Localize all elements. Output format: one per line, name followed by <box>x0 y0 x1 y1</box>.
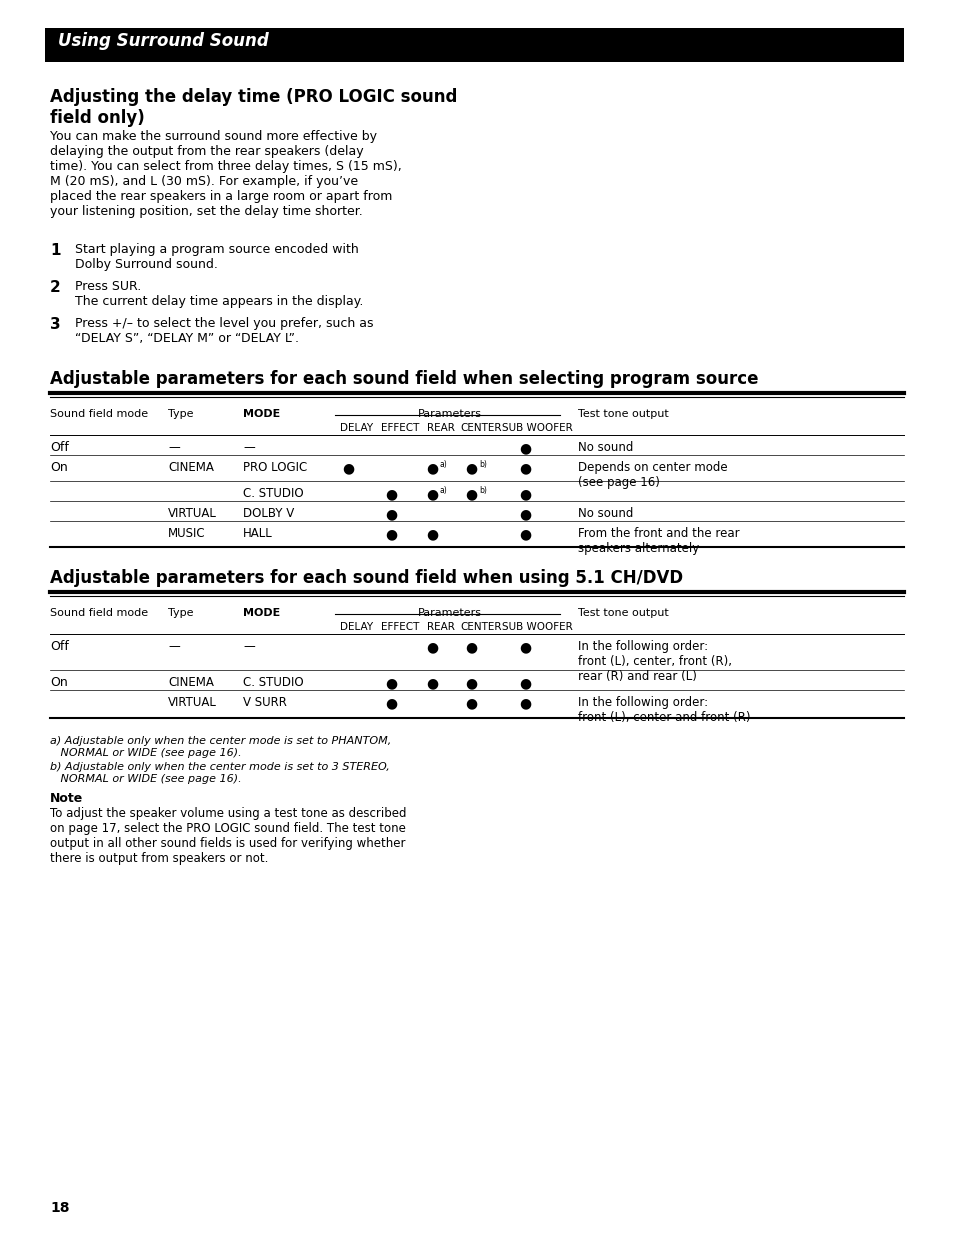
Text: ●: ● <box>384 487 396 501</box>
Text: Type: Type <box>168 409 193 419</box>
Text: On: On <box>50 676 68 689</box>
Text: ●: ● <box>464 487 476 501</box>
Text: ●: ● <box>518 676 531 690</box>
Text: —: — <box>243 441 254 454</box>
Text: In the following order:
front (L), center, front (R),
rear (R) and rear (L): In the following order: front (L), cente… <box>578 640 731 683</box>
Text: VIRTUAL: VIRTUAL <box>168 508 216 520</box>
Text: ●: ● <box>425 527 437 541</box>
Text: ●: ● <box>384 697 396 710</box>
Text: —: — <box>243 640 254 653</box>
Text: b): b) <box>478 487 486 495</box>
Text: You can make the surround sound more effective by
delaying the output from the r: You can make the surround sound more eff… <box>50 130 401 219</box>
Text: a): a) <box>439 459 447 469</box>
Text: Adjustable parameters for each sound field when using 5.1 CH/DVD: Adjustable parameters for each sound fie… <box>50 569 682 587</box>
Text: CINEMA: CINEMA <box>168 461 213 474</box>
Text: ●: ● <box>464 697 476 710</box>
Text: MUSIC: MUSIC <box>168 527 206 540</box>
Text: Test tone output: Test tone output <box>578 409 668 419</box>
Text: In the following order:
front (L), center and front (R): In the following order: front (L), cente… <box>578 697 750 724</box>
Text: ●: ● <box>518 508 531 521</box>
Text: MODE: MODE <box>243 608 280 618</box>
Text: EFFECT: EFFECT <box>380 622 419 632</box>
Text: REAR: REAR <box>427 424 455 433</box>
Text: EFFECT: EFFECT <box>380 424 419 433</box>
Text: DELAY: DELAY <box>339 622 373 632</box>
Text: HALL: HALL <box>243 527 273 540</box>
Text: PRO LOGIC: PRO LOGIC <box>243 461 307 474</box>
Text: Adjustable parameters for each sound field when selecting program source: Adjustable parameters for each sound fie… <box>50 370 758 388</box>
Text: ●: ● <box>518 461 531 475</box>
Text: C. STUDIO: C. STUDIO <box>243 676 303 689</box>
Text: 2: 2 <box>50 280 61 295</box>
Text: a): a) <box>439 487 447 495</box>
Text: ●: ● <box>464 461 476 475</box>
Text: Start playing a program source encoded with
Dolby Surround sound.: Start playing a program source encoded w… <box>75 243 358 270</box>
Text: Type: Type <box>168 608 193 618</box>
Bar <box>45 28 903 62</box>
Text: Test tone output: Test tone output <box>578 608 668 618</box>
Text: No sound: No sound <box>578 508 633 520</box>
Text: b) Adjustable only when the center mode is set to 3 STEREO,
   NORMAL or WIDE (s: b) Adjustable only when the center mode … <box>50 762 390 783</box>
Text: Off: Off <box>50 441 69 454</box>
Text: SUB WOOFER: SUB WOOFER <box>501 424 572 433</box>
Text: 18: 18 <box>50 1200 70 1215</box>
Text: ●: ● <box>384 508 396 521</box>
Text: Using Surround Sound: Using Surround Sound <box>58 32 269 49</box>
Text: Note: Note <box>50 792 83 805</box>
Text: —: — <box>168 441 179 454</box>
Text: Sound field mode: Sound field mode <box>50 409 148 419</box>
Text: CINEMA: CINEMA <box>168 676 213 689</box>
Text: ●: ● <box>518 487 531 501</box>
Text: C. STUDIO: C. STUDIO <box>243 487 303 500</box>
Text: ●: ● <box>518 527 531 541</box>
Text: DELAY: DELAY <box>339 424 373 433</box>
Text: REAR: REAR <box>427 622 455 632</box>
Text: Press SUR.
The current delay time appears in the display.: Press SUR. The current delay time appear… <box>75 280 363 308</box>
Text: DOLBY V: DOLBY V <box>243 508 294 520</box>
Text: No sound: No sound <box>578 441 633 454</box>
Text: VIRTUAL: VIRTUAL <box>168 697 216 709</box>
Text: MODE: MODE <box>243 409 280 419</box>
Text: From the front and the rear
speakers alternately: From the front and the rear speakers alt… <box>578 527 739 555</box>
Text: ●: ● <box>518 640 531 655</box>
Text: b): b) <box>478 459 486 469</box>
Text: 1: 1 <box>50 243 60 258</box>
Text: ●: ● <box>518 441 531 454</box>
Text: 3: 3 <box>50 317 61 332</box>
Text: Depends on center mode
(see page 16): Depends on center mode (see page 16) <box>578 461 727 489</box>
Text: CENTER: CENTER <box>459 424 501 433</box>
Text: Sound field mode: Sound field mode <box>50 608 148 618</box>
Text: ●: ● <box>425 640 437 655</box>
Text: a) Adjustable only when the center mode is set to PHANTOM,
   NORMAL or WIDE (se: a) Adjustable only when the center mode … <box>50 736 391 757</box>
Text: —: — <box>168 640 179 653</box>
Text: Adjusting the delay time (PRO LOGIC sound
field only): Adjusting the delay time (PRO LOGIC soun… <box>50 88 456 127</box>
Text: V SURR: V SURR <box>243 697 287 709</box>
Text: To adjust the speaker volume using a test tone as described
on page 17, select t: To adjust the speaker volume using a tes… <box>50 806 406 864</box>
Text: SUB WOOFER: SUB WOOFER <box>501 622 572 632</box>
Text: Parameters: Parameters <box>417 608 481 618</box>
Text: ●: ● <box>464 676 476 690</box>
Text: ●: ● <box>425 461 437 475</box>
Text: Parameters: Parameters <box>417 409 481 419</box>
Text: ●: ● <box>518 697 531 710</box>
Text: Press +/– to select the level you prefer, such as
“DELAY S”, “DELAY M” or “DELAY: Press +/– to select the level you prefer… <box>75 317 374 345</box>
Text: ●: ● <box>384 676 396 690</box>
Text: Off: Off <box>50 640 69 653</box>
Text: ●: ● <box>384 527 396 541</box>
Text: CENTER: CENTER <box>459 622 501 632</box>
Text: ●: ● <box>464 640 476 655</box>
Text: On: On <box>50 461 68 474</box>
Text: ●: ● <box>425 487 437 501</box>
Text: ●: ● <box>341 461 354 475</box>
Text: ●: ● <box>425 676 437 690</box>
